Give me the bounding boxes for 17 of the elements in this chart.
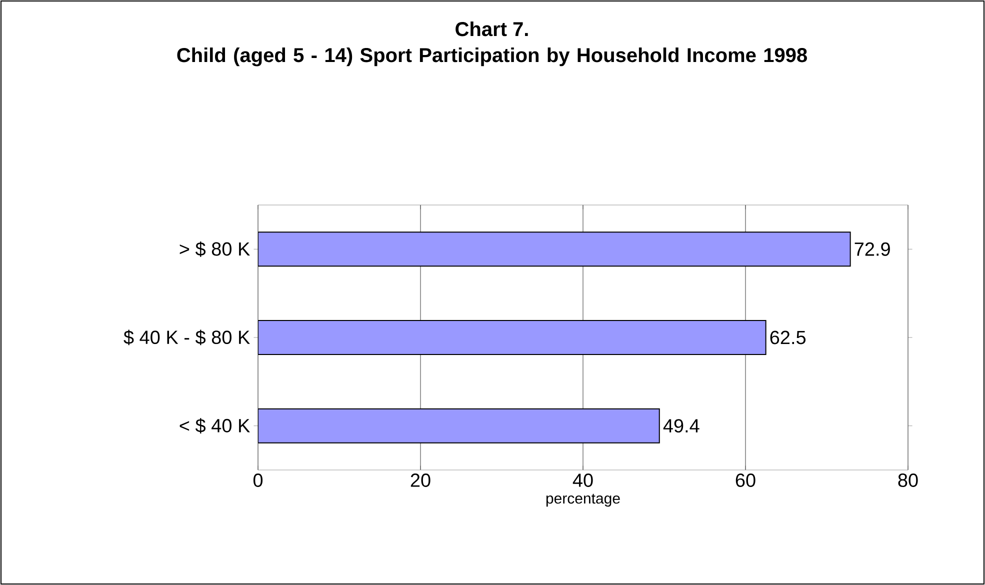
y-tick-label: $ 40 K - $ 80 K — [124, 330, 250, 346]
x-tick-label: 20 — [410, 474, 430, 487]
bar — [258, 320, 766, 355]
x-tick-label: 40 — [572, 474, 593, 487]
chart-title: Chart 7. — [456, 22, 528, 36]
y-tick-label: < $ 40 K — [180, 418, 250, 434]
chart-subtitle: Child (aged 5 - 14) Sport Participation by Household Income 1998 — [177, 48, 807, 66]
x-tick-label: 0 — [253, 474, 263, 487]
x-axis-title: percentage — [546, 494, 620, 507]
bar — [258, 408, 660, 444]
data-label: 62.5 — [770, 330, 806, 344]
data-label: 49.4 — [663, 419, 700, 433]
x-tick-label: 60 — [736, 474, 756, 487]
y-tick-label: > $ 80 K — [180, 241, 250, 257]
data-label: 72.9 — [854, 242, 890, 256]
bar — [258, 232, 851, 267]
x-tick-label: 80 — [898, 474, 918, 487]
